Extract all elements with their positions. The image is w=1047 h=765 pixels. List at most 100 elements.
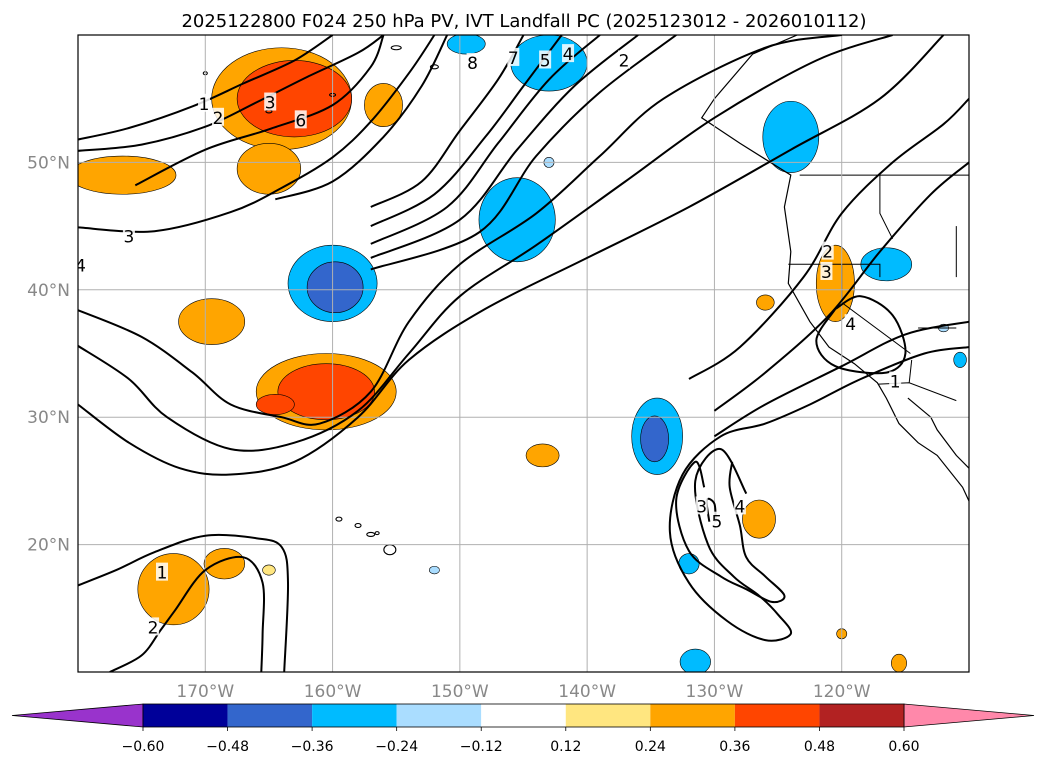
pc-anomaly-negative xyxy=(446,35,486,55)
colorbar-segment xyxy=(734,704,820,727)
contour-label: 5 xyxy=(540,51,551,71)
island xyxy=(354,522,362,529)
contour-label: 3 xyxy=(696,497,707,517)
map-frame xyxy=(77,34,970,673)
pc-anomaly-positive xyxy=(742,499,776,539)
pv-contour-line xyxy=(78,533,290,672)
contour-label: 1 xyxy=(157,564,168,584)
pv-contour-line xyxy=(78,35,385,152)
colorbar-tick-label: −0.60 xyxy=(122,739,165,755)
map-background xyxy=(78,35,969,672)
colorbar-tick-label: 0.24 xyxy=(635,739,666,755)
pv-contour-line xyxy=(109,555,266,672)
contour-label-bg xyxy=(264,92,277,111)
colorbar-under-extension xyxy=(11,703,144,728)
pv-contour-line xyxy=(688,97,969,380)
contour-label-bg xyxy=(562,44,575,63)
contour-label-bg xyxy=(539,50,552,69)
contour-label-bg xyxy=(78,255,87,274)
pv-contour-line xyxy=(78,35,945,476)
pv-contours xyxy=(78,35,969,672)
contour-label: 4 xyxy=(563,45,574,65)
pv-contour-line xyxy=(370,35,601,245)
contour-label: 4 xyxy=(845,315,856,335)
contour-label: 2 xyxy=(213,109,224,129)
island xyxy=(335,516,343,522)
state-border xyxy=(788,263,881,278)
figure-title: 2025122800 F024 250 hPa PV, IVT Landfall… xyxy=(181,11,866,32)
lat-label: 50°N xyxy=(27,153,70,173)
contour-label-bg xyxy=(122,226,135,245)
pc-anomaly-positive xyxy=(277,363,375,421)
pc-anomaly-negative xyxy=(640,415,669,463)
contour-label: 4 xyxy=(734,497,745,517)
pv-contour-line xyxy=(78,35,436,233)
contour-label: 6 xyxy=(295,111,306,131)
contour-label: 5 xyxy=(712,513,723,533)
pc-anomaly-positive xyxy=(178,298,246,345)
pv-contour-line xyxy=(78,35,893,452)
pv-contour-line xyxy=(713,161,969,412)
colorbar-segment xyxy=(227,704,313,727)
contour-label-bg xyxy=(294,110,307,129)
lat-label: 20°N xyxy=(27,536,70,556)
lon-label: 130°W xyxy=(686,682,744,702)
lon-label: 140°W xyxy=(558,682,616,702)
colorbar-segment xyxy=(819,704,904,727)
contour-label: 2 xyxy=(619,51,630,71)
island xyxy=(390,45,402,51)
pc-anomaly-negative xyxy=(762,100,820,173)
pv-contour-line xyxy=(370,35,525,208)
pv-contour-line xyxy=(275,35,448,201)
colorbar-tick-label: −0.24 xyxy=(375,739,418,755)
colorbar-segment xyxy=(650,704,735,727)
contour-label: 2 xyxy=(822,243,833,263)
pv-contour-line xyxy=(668,346,969,642)
lat-label: 40°N xyxy=(27,281,70,301)
contour-label-bg xyxy=(844,314,857,333)
pc-anomaly-negative xyxy=(679,648,711,672)
pv-contour-line xyxy=(78,35,842,426)
contour-label: 8 xyxy=(467,54,478,74)
colorbar-segment xyxy=(143,704,228,727)
colorbar-tick-label: 0.36 xyxy=(719,739,750,755)
colorbar-tick-label: −0.36 xyxy=(291,739,334,755)
pc-anomaly-positive xyxy=(236,142,302,195)
lon-label: 120°W xyxy=(813,682,871,702)
contour-label-bg xyxy=(156,562,169,581)
longitude-labels: 170°W 160°W 150°W 140°W 130°W 120°W xyxy=(176,682,870,702)
pv-contour-line xyxy=(370,35,639,259)
contour-label-bg xyxy=(507,47,520,66)
colorbar-outline xyxy=(142,703,905,728)
pc-anomaly-positive xyxy=(137,553,210,626)
pc-anomaly-negative xyxy=(306,261,364,314)
lon-label: 170°W xyxy=(176,682,234,702)
contour-label: 2 xyxy=(148,618,159,638)
contour-label: 3 xyxy=(124,227,135,247)
contour-label-bg xyxy=(695,496,708,515)
pc-anomaly-positive xyxy=(891,653,907,672)
pv-contour-line xyxy=(370,35,563,227)
contour-label-bg xyxy=(820,261,833,280)
pc-anomaly-positive xyxy=(756,294,775,311)
contour-label-bg xyxy=(212,107,225,126)
pv-contour-line xyxy=(78,35,334,141)
contour-label-bg xyxy=(147,617,160,636)
lat-label: 30°N xyxy=(27,408,70,428)
island xyxy=(366,531,376,537)
island xyxy=(429,64,439,70)
contour-label: 4 xyxy=(75,257,86,277)
pv-contour-line xyxy=(370,35,677,271)
contour-label-bg xyxy=(821,241,834,260)
pc-anomaly-positive xyxy=(525,443,560,468)
colorbar: −0.60 −0.48 −0.36 −0.24 −0.12 0.12 0.24 0.36 0.4… xyxy=(11,703,1035,755)
pv-contour-line xyxy=(713,320,969,438)
coastline-gulf-of-california xyxy=(907,397,969,469)
pc-anomaly-negative xyxy=(953,351,967,368)
state-border xyxy=(879,175,894,240)
pv-contour-line xyxy=(815,295,907,375)
contour-label-bg xyxy=(466,53,479,72)
contour-label-bg xyxy=(733,496,746,515)
